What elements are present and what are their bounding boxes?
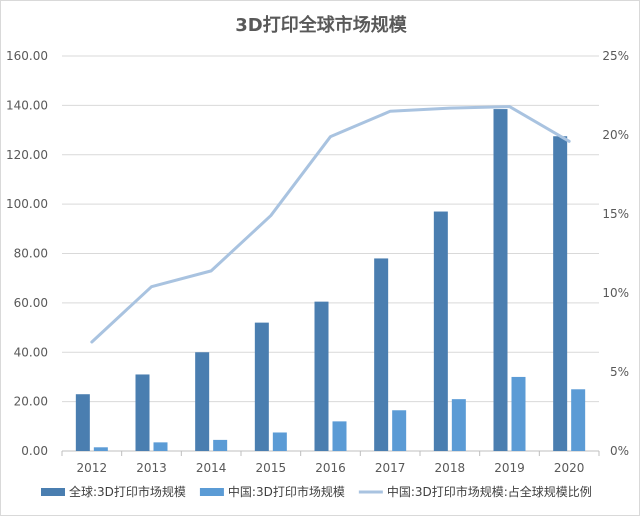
y-left-tick-label: 100.00 xyxy=(6,197,48,211)
bar xyxy=(153,442,168,451)
legend-label: 中国:3D打印市场规模:占全球规模比例 xyxy=(387,484,592,499)
x-tick-label: 2016 xyxy=(315,461,346,475)
x-tick-label: 2018 xyxy=(435,461,466,475)
y-right-tick-label: 20% xyxy=(602,128,629,142)
bar xyxy=(314,301,329,451)
y-left-tick-label: 160.00 xyxy=(6,49,48,63)
legend-label: 全球:3D打印市场规模 xyxy=(69,484,186,499)
x-tick-label: 2017 xyxy=(375,461,406,475)
bar xyxy=(332,421,347,451)
legend-swatch xyxy=(41,488,65,496)
line-series xyxy=(90,105,571,344)
x-tick-label: 2020 xyxy=(554,461,585,475)
bar xyxy=(272,432,287,451)
y-right-tick-label: 25% xyxy=(602,49,629,63)
y-right-tick-label: 5% xyxy=(610,365,629,379)
bar xyxy=(571,389,586,451)
gridlines xyxy=(62,55,599,452)
x-tick-label: 2012 xyxy=(77,461,108,475)
y-left-tick-label: 80.00 xyxy=(14,247,48,261)
y-left-tick-label: 0.00 xyxy=(21,444,48,458)
bar xyxy=(93,447,108,451)
ratio-line xyxy=(90,105,571,344)
bars xyxy=(75,109,586,451)
y-right-tick-label: 10% xyxy=(602,286,629,300)
bar xyxy=(75,394,90,451)
legend-swatch xyxy=(199,488,224,496)
bar xyxy=(451,399,466,451)
legend: 全球:3D打印市场规模 中国:3D打印市场规模 中国:3D打印市场规模:占全球规模比… xyxy=(41,484,592,499)
chart-title: 3D打印全球市场规模 xyxy=(235,14,407,36)
bar xyxy=(135,374,150,451)
x-tick-label: 2019 xyxy=(494,461,525,475)
bar xyxy=(392,410,407,451)
bar xyxy=(254,322,269,451)
legend-label: 中国:3D打印市场规模 xyxy=(228,484,345,499)
y-right-tick-label: 15% xyxy=(602,207,629,221)
bar xyxy=(374,258,389,451)
axes: 0.00 20.00 40.00 60.00 80.00 100.00 120.00 140.… xyxy=(6,49,629,475)
y-left-tick-label: 20.00 xyxy=(14,395,48,409)
bar xyxy=(195,352,210,451)
x-tick-label: 2013 xyxy=(136,461,167,475)
bar xyxy=(493,109,508,451)
x-tick-label: 2015 xyxy=(256,461,287,475)
y-left-tick-label: 140.00 xyxy=(6,98,48,112)
bar xyxy=(433,211,448,451)
y-left-tick-label: 60.00 xyxy=(14,296,48,310)
y-right-tick-label: 0% xyxy=(610,444,629,458)
x-tick-label: 2014 xyxy=(196,461,227,475)
y-left-tick-label: 120.00 xyxy=(6,148,48,162)
bar xyxy=(213,439,228,451)
bar xyxy=(511,376,526,451)
y-left-tick-label: 40.00 xyxy=(14,345,48,359)
bar xyxy=(553,136,568,451)
